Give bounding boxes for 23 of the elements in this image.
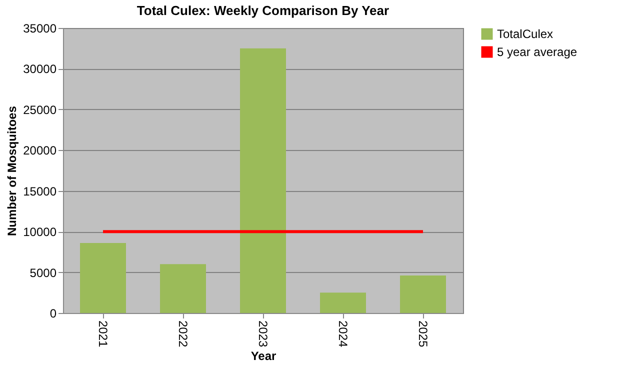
bar xyxy=(80,242,126,313)
bar xyxy=(400,276,446,313)
y-tick-label: 25000 xyxy=(23,102,57,117)
legend-label: 5 year average xyxy=(497,45,578,59)
x-axis-title: Year xyxy=(250,349,277,364)
x-tick-label: 2023 xyxy=(256,320,270,348)
y-tick-label: 20000 xyxy=(23,144,57,158)
chart-title: Total Culex: Weekly Comparison By Year xyxy=(136,3,390,18)
legend-label: TotalCulex xyxy=(497,27,554,41)
y-tick-label: 35000 xyxy=(23,22,57,36)
x-tick-label: 2022 xyxy=(176,320,190,348)
bar xyxy=(240,48,286,313)
x-tick-label: 2021 xyxy=(96,320,110,348)
x-tick-label: 2025 xyxy=(416,320,430,348)
bar xyxy=(320,292,366,313)
y-tick-label: 5000 xyxy=(30,266,57,280)
y-tick-label: 15000 xyxy=(23,184,57,198)
y-tick-label: 10000 xyxy=(23,225,57,240)
y-axis-title: Number of Mosquitoes xyxy=(5,106,20,236)
y-tick-label: 0 xyxy=(50,306,57,320)
bar xyxy=(160,264,206,313)
y-tick-label: 30000 xyxy=(23,62,57,76)
x-tick-label: 2024 xyxy=(336,320,350,348)
